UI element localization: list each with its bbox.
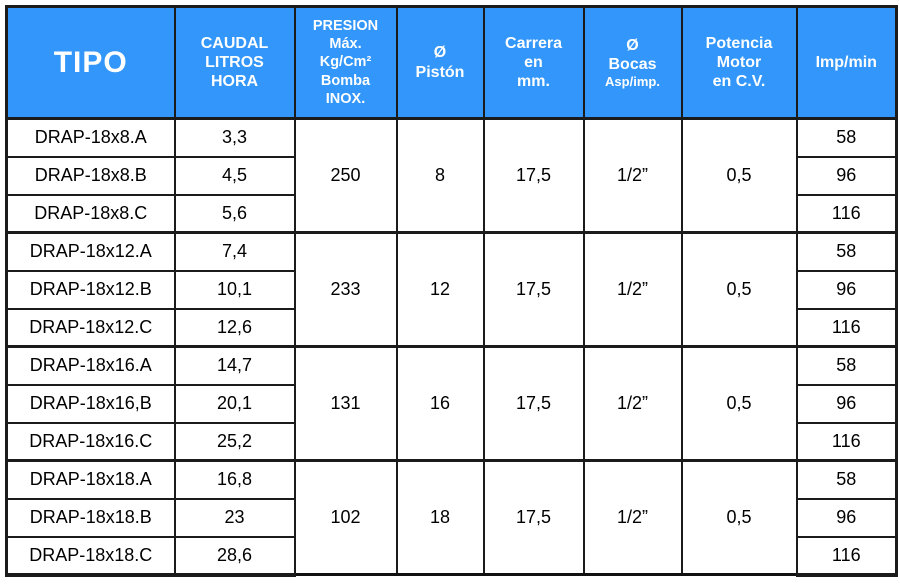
table-row: DRAP-18x8.B 4,5 96: [5, 155, 898, 196]
cell-imp: 58: [795, 231, 898, 272]
cell-imp: 116: [795, 193, 898, 234]
header-presion: PRESION Máx. Kg/Cm² Bomba INOX.: [293, 5, 398, 120]
header-carrera: Carrera en mm.: [482, 5, 585, 120]
table-row: DRAP-18x12.A 7,4 233 12 17,5 1/2” 0,5 58: [5, 231, 898, 348]
cell-caudal: 10,1: [173, 269, 296, 310]
cell-presion: 102: [293, 459, 398, 576]
cell-potencia: 0,5: [680, 117, 798, 234]
cell-potencia: 0,5: [680, 345, 798, 462]
cell-piston: 8: [395, 117, 485, 234]
cell-imp: 58: [795, 459, 898, 500]
header-imp: Imp/min: [795, 5, 898, 120]
table-row: DRAP-18x8.C 5,6 116: [5, 193, 898, 234]
cell-tipo: DRAP-18x8.A: [5, 117, 176, 158]
cell-imp: 116: [795, 535, 898, 577]
cell-caudal: 5,6: [173, 193, 296, 234]
cell-tipo: DRAP-18x18.A: [5, 459, 176, 500]
cell-tipo: DRAP-18x8.B: [5, 155, 176, 196]
cell-tipo: DRAP-18x12.C: [5, 307, 176, 348]
table-row: DRAP-18x18.C 28,6 116: [5, 535, 898, 577]
cell-caudal: 12,6: [173, 307, 296, 348]
cell-bocas: 1/2”: [582, 459, 683, 576]
cell-potencia: 0,5: [680, 459, 798, 576]
table-row: DRAP-18x16.C 25,2 116: [5, 421, 898, 462]
cell-tipo: DRAP-18x12.B: [5, 269, 176, 310]
cell-bocas: 1/2”: [582, 345, 683, 462]
cell-piston: 16: [395, 345, 485, 462]
cell-carrera: 17,5: [482, 231, 585, 348]
cell-imp: 116: [795, 307, 898, 348]
table-row: DRAP-18x12.C 12,6 116: [5, 307, 898, 348]
cell-tipo: DRAP-18x12.A: [5, 231, 176, 272]
cell-caudal: 25,2: [173, 421, 296, 462]
table-row: DRAP-18x18.B 23 96: [5, 497, 898, 538]
cell-imp: 58: [795, 117, 898, 158]
header-bocas-sub: Asp/imp.: [605, 73, 660, 89]
header-tipo: TIPO: [5, 5, 176, 120]
cell-imp: 96: [795, 383, 898, 424]
table-row: DRAP-18x16.A 14,7 131 16 17,5 1/2” 0,5 5…: [5, 345, 898, 462]
cell-caudal: 20,1: [173, 383, 296, 424]
cell-bocas: 1/2”: [582, 231, 683, 348]
cell-caudal: 28,6: [173, 535, 296, 577]
cell-imp: 96: [795, 155, 898, 196]
cell-presion: 250: [293, 117, 398, 234]
header-row: TIPO CAUDAL LITROS HORA PRESION Máx. Kg/…: [5, 5, 898, 120]
cell-tipo: DRAP-18x18.C: [5, 535, 176, 577]
cell-tipo: DRAP-18x8.C: [5, 193, 176, 234]
cell-imp: 58: [795, 345, 898, 386]
cell-piston: 18: [395, 459, 485, 576]
cell-tipo: DRAP-18x16,B: [5, 383, 176, 424]
table-row: DRAP-18x12.B 10,1 96: [5, 269, 898, 310]
cell-tipo: DRAP-18x18.B: [5, 497, 176, 538]
header-bocas: Ø Bocas Asp/imp.: [582, 5, 683, 120]
cell-caudal: 14,7: [173, 345, 296, 386]
cell-imp: 116: [795, 421, 898, 462]
cell-carrera: 17,5: [482, 459, 585, 576]
cell-caudal: 16,8: [173, 459, 296, 500]
cell-caudal: 23: [173, 497, 296, 538]
cell-imp: 96: [795, 269, 898, 310]
cell-carrera: 17,5: [482, 117, 585, 234]
table-row: DRAP-18x16,B 20,1 96: [5, 383, 898, 424]
cell-tipo: DRAP-18x16.C: [5, 421, 176, 462]
cell-imp: 96: [795, 497, 898, 538]
cell-caudal: 3,3: [173, 117, 296, 158]
header-caudal: CAUDAL LITROS HORA: [173, 5, 296, 120]
cell-potencia: 0,5: [680, 231, 798, 348]
cell-caudal: 4,5: [173, 155, 296, 196]
pump-spec-table: TIPO CAUDAL LITROS HORA PRESION Máx. Kg/…: [5, 5, 898, 577]
cell-tipo: DRAP-18x16.A: [5, 345, 176, 386]
cell-caudal: 7,4: [173, 231, 296, 272]
cell-bocas: 1/2”: [582, 117, 683, 234]
header-bocas-main: Ø Bocas: [608, 36, 657, 73]
header-potencia: Potencia Motor en C.V.: [680, 5, 798, 120]
cell-piston: 12: [395, 231, 485, 348]
cell-presion: 131: [293, 345, 398, 462]
cell-presion: 233: [293, 231, 398, 348]
cell-carrera: 17,5: [482, 345, 585, 462]
table-row: DRAP-18x18.A 16,8 102 18 17,5 1/2” 0,5 5…: [5, 459, 898, 576]
header-piston: Ø Pistón: [395, 5, 485, 120]
table-row: DRAP-18x8.A 3,3 250 8 17,5 1/2” 0,5 58: [5, 117, 898, 234]
